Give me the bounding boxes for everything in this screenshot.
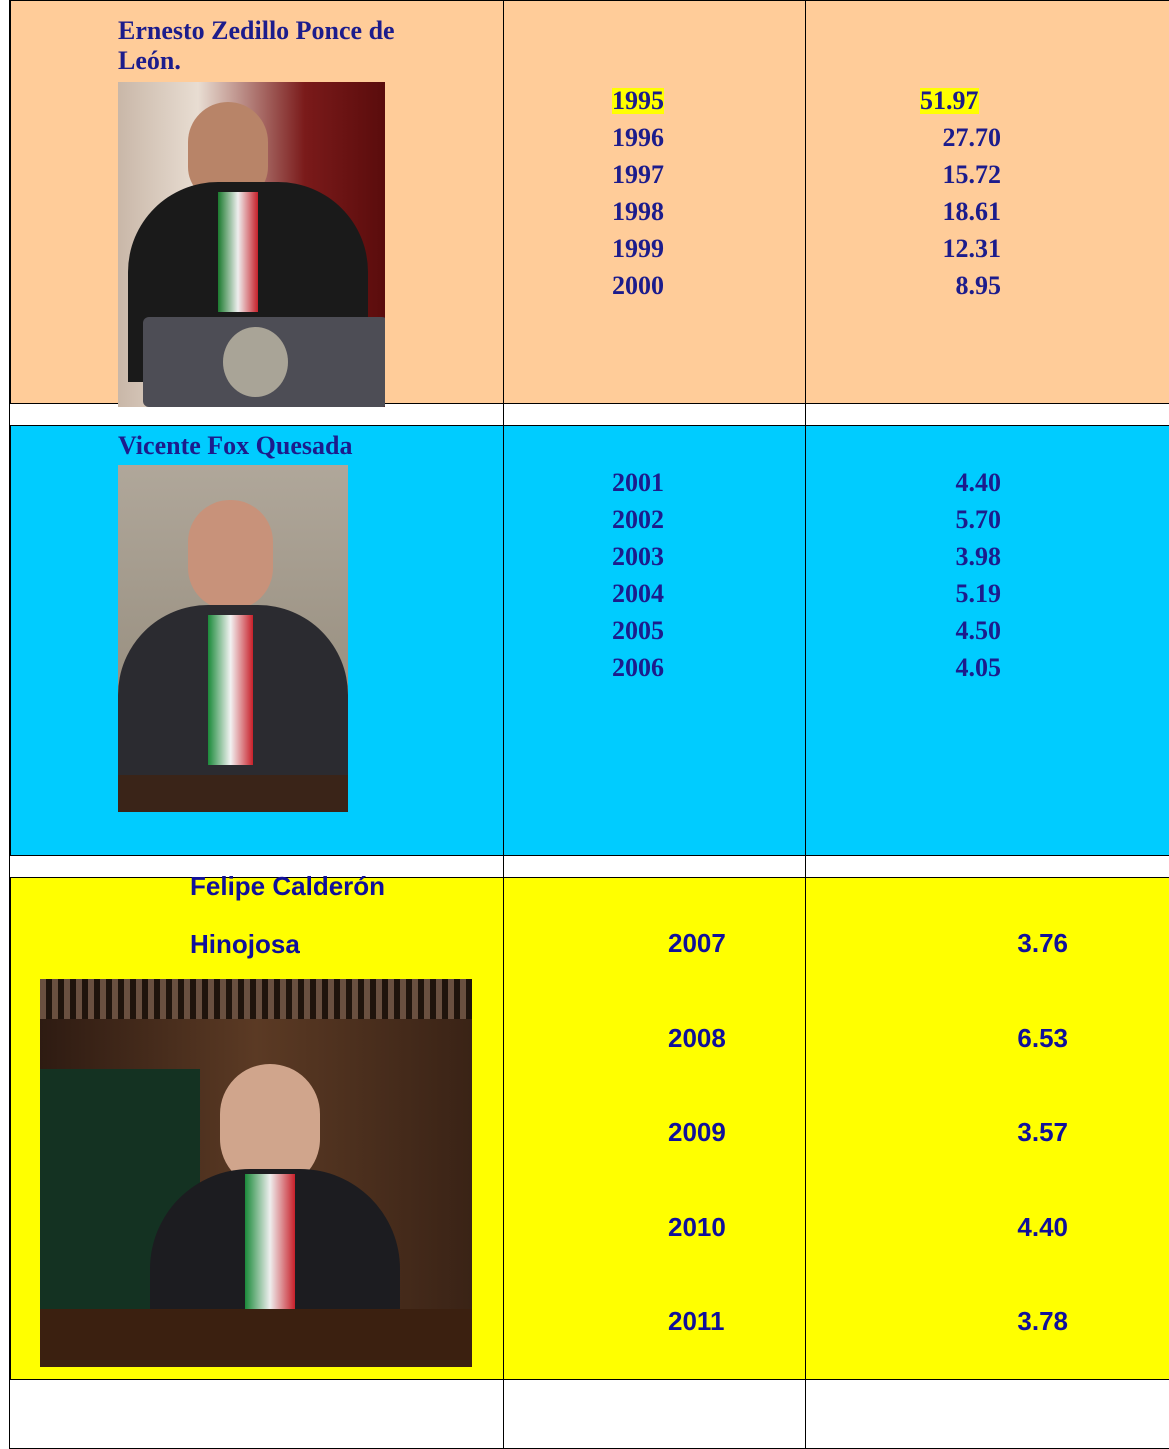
president-name: León.	[118, 48, 181, 74]
year: 2007	[668, 930, 726, 956]
year: 1999	[612, 236, 664, 262]
inflation-value: 18.61	[943, 199, 1002, 225]
inflation-value: 5.19	[956, 581, 1002, 607]
president-name: Ernesto Zedillo Ponce de	[118, 18, 395, 44]
cell	[503, 855, 806, 878]
inflation-value: 3.98	[956, 544, 1002, 570]
year: 2001	[612, 470, 664, 496]
portrait-photo	[40, 979, 472, 1367]
portrait-photo	[118, 82, 385, 407]
year: 2006	[612, 655, 664, 681]
year: 2005	[612, 618, 664, 644]
inflation-value: 51.97	[920, 88, 979, 114]
year: 1996	[612, 125, 664, 151]
page: Ernesto Zedillo Ponce de León. 1995 51.97 19…	[0, 0, 1169, 1439]
year: 2002	[612, 507, 664, 533]
year: 1997	[612, 162, 664, 188]
inflation-value: 15.72	[943, 162, 1002, 188]
inflation-value: 6.53	[1017, 1025, 1068, 1051]
cell	[805, 877, 1169, 1380]
year: 1998	[612, 199, 664, 225]
year: 2009	[668, 1119, 726, 1145]
inflation-value: 3.57	[1017, 1119, 1068, 1145]
year: 2010	[668, 1214, 726, 1240]
cell	[503, 877, 806, 1380]
portrait-photo	[118, 465, 348, 812]
president-name: Vicente Fox Quesada	[118, 433, 352, 459]
inflation-value: 8.95	[956, 273, 1002, 299]
year: 2004	[612, 581, 664, 607]
inflation-value: 4.40	[1017, 1214, 1068, 1240]
president-name: Hinojosa	[190, 931, 300, 957]
year: 2008	[668, 1025, 726, 1051]
inflation-value: 5.70	[956, 507, 1002, 533]
inflation-value: 12.31	[943, 236, 1002, 262]
inflation-value: 4.05	[956, 655, 1002, 681]
inflation-value: 27.70	[943, 125, 1002, 151]
cell	[805, 403, 1169, 426]
year: 2003	[612, 544, 664, 570]
cell	[805, 855, 1169, 878]
inflation-value: 4.50	[956, 618, 1002, 644]
president-name: Felipe Calderón	[190, 873, 385, 899]
inflation-value: 3.76	[1017, 930, 1068, 956]
year: 2011	[668, 1308, 724, 1334]
cell	[503, 403, 806, 426]
year: 1995	[612, 88, 664, 114]
year: 2000	[612, 273, 664, 299]
inflation-value: 3.78	[1017, 1308, 1068, 1334]
inflation-value: 4.40	[956, 470, 1002, 496]
